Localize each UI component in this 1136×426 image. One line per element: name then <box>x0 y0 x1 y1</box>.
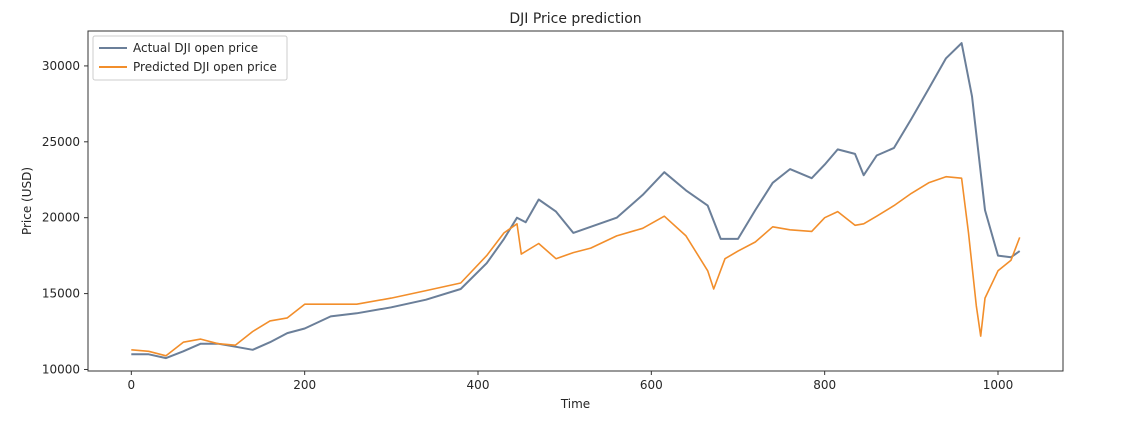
y-tick-label: 15000 <box>42 287 80 301</box>
y-tick-label: 10000 <box>42 362 80 376</box>
legend-label-predicted: Predicted DJI open price <box>133 60 277 74</box>
legend-label-actual: Actual DJI open price <box>133 41 258 55</box>
y-tick-label: 30000 <box>42 59 80 73</box>
x-axis-label: Time <box>560 397 590 411</box>
y-tick-label: 25000 <box>42 135 80 149</box>
x-tick-label: 800 <box>813 378 836 392</box>
series-line-predicted <box>131 175 1021 357</box>
x-tick-label: 600 <box>640 378 663 392</box>
x-tick-label: 200 <box>293 378 316 392</box>
y-tick-label: 20000 <box>42 211 80 225</box>
series-group <box>131 42 1021 360</box>
legend-box <box>92 35 288 81</box>
y-axis-label: Price (USD) <box>20 167 34 235</box>
plot-area <box>87 30 1064 372</box>
y-axis: 10000 15000 20000 25000 30000 <box>42 59 88 376</box>
x-tick-label: 400 <box>467 378 490 392</box>
x-axis: 0 200 400 600 800 1000 <box>128 371 1014 392</box>
series-line-actual <box>131 42 1021 360</box>
x-tick-label: 1000 <box>983 378 1014 392</box>
x-tick-label: 0 <box>128 378 136 392</box>
legend: Actual DJI open price Predicted DJI open… <box>92 35 288 81</box>
chart-title: DJI Price prediction <box>509 11 641 27</box>
